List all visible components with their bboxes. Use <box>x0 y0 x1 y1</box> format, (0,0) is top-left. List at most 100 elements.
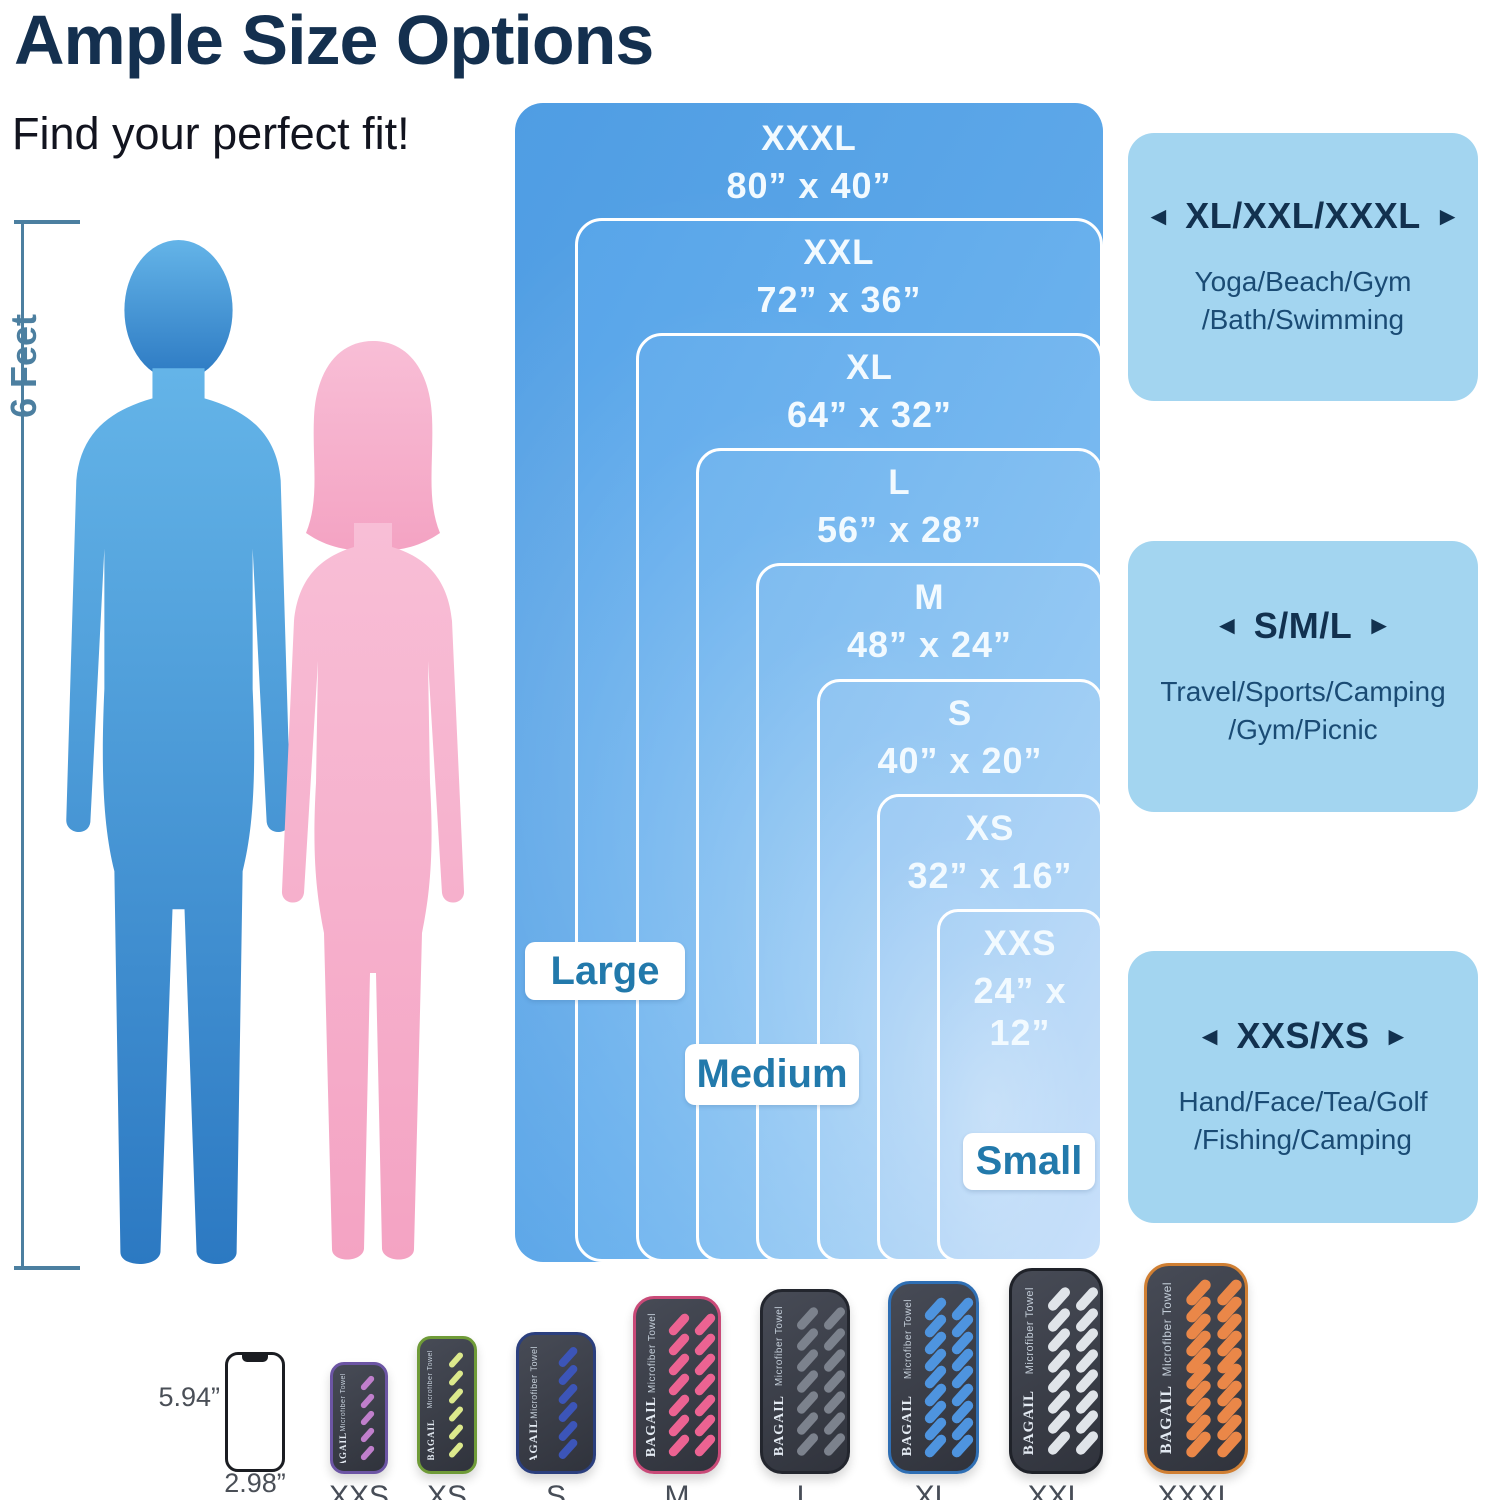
dash <box>795 1326 820 1353</box>
card-uses-line2: /Bath/Swimming <box>1201 304 1405 335</box>
right-arrow-icon: ► <box>1434 200 1461 231</box>
towel-pouch-xxs: Microfiber Towel BAGAIL <box>330 1362 388 1474</box>
pouch-dash-pattern <box>352 1374 382 1462</box>
pouch-branding: Microfiber Towel BAGAIL <box>1152 1282 1181 1454</box>
pouch-branding: Microfiber Towel BAGAIL <box>523 1346 545 1460</box>
group-tag-label: Large <box>550 948 660 993</box>
group-tag-medium: Medium <box>685 1044 859 1105</box>
group-tag-label: Small <box>975 1139 1083 1183</box>
pouch-product-label: Microfiber Towel <box>646 1312 658 1393</box>
dash <box>795 1305 820 1332</box>
pouch-product-label: Microfiber Towel <box>1023 1287 1036 1375</box>
card-uses-line2: /Gym/Picnic <box>1228 713 1378 745</box>
dash <box>359 1374 376 1392</box>
card-uses-line1: Hand/Face/Tea/Golf <box>1178 1086 1428 1118</box>
brand-logo: BAGAIL <box>338 1431 349 1463</box>
dash <box>359 1444 376 1462</box>
pouch-size-label: L <box>796 1480 814 1500</box>
towel-pouch-xxl: Microfiber Towel BAGAIL <box>1009 1268 1103 1474</box>
right-arrow-icon: ► <box>1366 610 1392 641</box>
dash <box>667 1392 692 1418</box>
phone-height-label: 5.94” <box>158 1382 220 1412</box>
pouch-size-label: M <box>664 1480 690 1500</box>
dash <box>667 1372 692 1398</box>
dash <box>359 1392 376 1409</box>
dash <box>1073 1429 1100 1457</box>
pouch-product-label: Microfiber Towel <box>528 1345 539 1419</box>
dash <box>556 1437 579 1462</box>
category-card-2: ◄ S/M/L ► Travel/Sports/Camping/Gym/Picnic <box>1128 541 1478 812</box>
pouch-product-label: Microfiber Towel <box>1159 1282 1174 1377</box>
pouch-size-label: XL <box>914 1480 952 1500</box>
dash <box>693 1392 718 1418</box>
towel-pouch-xxxl: Microfiber Towel BAGAIL <box>1144 1263 1248 1474</box>
brand-logo: BAGAIL <box>771 1395 787 1457</box>
card-uses: Yoga/Beach/Gym/Bath/Swimming <box>1195 263 1412 339</box>
dash <box>667 1352 692 1378</box>
phone-outline <box>225 1352 285 1472</box>
pouch-dash-pattern <box>666 1311 718 1459</box>
pouch-size-label: XXXL <box>1157 1480 1235 1500</box>
brand-logo: BAGAIL <box>1021 1389 1038 1455</box>
left-arrow-icon: ◄ <box>1214 610 1240 641</box>
size-label-s: S 40” x 20” <box>820 694 1100 782</box>
dash <box>795 1347 820 1374</box>
pouch-dash-pattern <box>1183 1277 1245 1460</box>
card-size-range: S/M/L <box>1253 604 1353 646</box>
size-dims: 72” x 36” <box>756 279 922 320</box>
pouch-size-label: XXL <box>1027 1480 1085 1500</box>
dash <box>795 1431 820 1458</box>
pouch-branding: Microfiber Towel BAGAIL <box>895 1299 921 1456</box>
size-name: M <box>914 578 945 617</box>
pouch-dash-pattern <box>546 1344 589 1462</box>
size-label-xl: XL 64” x 32” <box>639 348 1100 436</box>
male-silhouette <box>66 240 291 1264</box>
page-title: Ample Size Options <box>14 1 654 79</box>
size-name: S <box>947 694 973 733</box>
pouch-dash-pattern <box>440 1351 471 1459</box>
towel-pouch-xl: Microfiber Towel BAGAIL <box>888 1281 979 1474</box>
pouch-branding: Microfiber Towel BAGAIL <box>423 1350 439 1461</box>
dash <box>822 1368 847 1395</box>
towel-pouch-m: Microfiber Towel BAGAIL <box>633 1296 721 1474</box>
card-uses-line1: Yoga/Beach/Gym <box>1194 266 1412 298</box>
brand-logo: BAGAIL <box>644 1396 660 1458</box>
card-uses: Travel/Sports/Camping/Gym/Picnic <box>1160 673 1445 749</box>
dash <box>822 1389 847 1416</box>
card-size-range: XL/XXL/XXXL <box>1185 195 1421 237</box>
brand-logo: BAGAIL <box>1157 1385 1175 1455</box>
towel-pouch-l: Microfiber Towel BAGAIL <box>760 1289 850 1474</box>
dash <box>447 1423 464 1441</box>
dash <box>693 1432 718 1459</box>
size-dims: 56” x 28” <box>816 509 983 550</box>
pouch-product-label: Microfiber Towel <box>902 1298 914 1380</box>
pouch-size-label: XS <box>426 1480 468 1500</box>
dash <box>447 1351 464 1369</box>
dash <box>822 1305 847 1332</box>
size-label-xxl: XXL 72” x 36” <box>578 233 1100 321</box>
page-subtitle: Find your perfect fit! <box>12 108 410 159</box>
pouch-branding: Microfiber Towel BAGAIL <box>1016 1287 1042 1455</box>
dash <box>447 1387 464 1405</box>
pouch-size-label: XXS <box>328 1480 390 1500</box>
card-uses-line1: Travel/Sports/Camping <box>1160 675 1446 707</box>
pouch-dash-pattern <box>1045 1285 1100 1457</box>
dash <box>556 1363 579 1387</box>
size-rectangle-xxs: XXS 24” x 12” <box>937 909 1103 1262</box>
size-label-l: L 56” x 28” <box>699 463 1100 551</box>
brand-logo: BAGAIL <box>425 1418 436 1461</box>
measure-line <box>21 222 24 1268</box>
towel-pouch-xs: Microfiber Towel BAGAIL <box>417 1336 477 1474</box>
pouch-dash-pattern <box>794 1305 847 1458</box>
dash <box>693 1412 718 1438</box>
group-tag-large: Large <box>525 942 685 1000</box>
dash <box>667 1432 692 1459</box>
card-size-range: XXS/XS <box>1236 1015 1370 1057</box>
category-card-3: ◄ XXS/XS ► Hand/Face/Tea/Golf/Fishing/Campi… <box>1128 951 1478 1223</box>
group-tag-small: Small <box>963 1133 1095 1190</box>
size-label-xxxl: XXXL 80” x 40” <box>515 119 1103 207</box>
dash <box>359 1427 376 1444</box>
dash <box>795 1368 820 1395</box>
towel-pouch-s: Microfiber Towel BAGAIL <box>516 1332 596 1474</box>
dash <box>667 1311 692 1338</box>
